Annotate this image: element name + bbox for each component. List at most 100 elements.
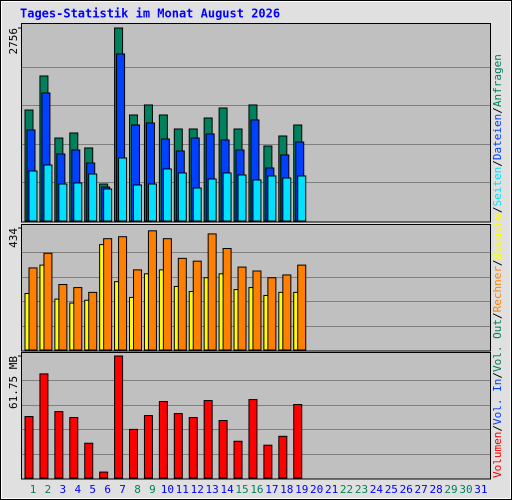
- bar: [263, 444, 273, 479]
- bar: [99, 471, 109, 479]
- x-tick-label: 14: [220, 483, 234, 496]
- bar: [207, 178, 217, 222]
- legend-entry: Rechner: [491, 266, 504, 313]
- bar: [297, 264, 307, 351]
- x-tick-label: 12: [191, 483, 204, 496]
- bar: [118, 236, 128, 351]
- legend-entry: Seiten: [491, 167, 504, 207]
- bar: [43, 252, 53, 351]
- legend-entry: Vol. Out: [491, 319, 504, 372]
- bar: [84, 442, 94, 479]
- bar: [267, 175, 277, 222]
- x-tick-label: 27: [415, 483, 428, 496]
- bar: [192, 260, 202, 351]
- chart-title: Tages-Statistik im Monat August 2026: [20, 7, 280, 21]
- bar: [133, 269, 143, 351]
- x-tick-label: 25: [385, 483, 398, 496]
- bar: [252, 179, 262, 222]
- bar: [73, 182, 83, 222]
- bar: [252, 270, 262, 351]
- x-tick-label: 22: [340, 483, 353, 496]
- x-tick-label: 1: [30, 483, 37, 496]
- x-tick-label: 23: [355, 483, 368, 496]
- legend: Volumen/Vol. In/Vol. Out/Rechner/Besuche…: [491, 54, 504, 478]
- x-tick-label: 26: [400, 483, 413, 496]
- bar: [103, 188, 113, 222]
- x-tick-label: 30: [459, 483, 472, 496]
- bar: [129, 428, 139, 479]
- x-tick-label: 11: [176, 483, 189, 496]
- bar: [147, 183, 157, 222]
- legend-separator: /: [491, 206, 504, 213]
- bar: [118, 157, 128, 222]
- bar: [248, 399, 258, 479]
- x-tick-label: 18: [280, 483, 293, 496]
- bar: [177, 257, 187, 351]
- bar: [114, 355, 124, 479]
- x-tick-label: 17: [265, 483, 278, 496]
- bar: [28, 267, 38, 351]
- legend-entry: Vol. In: [491, 379, 504, 425]
- x-tick-label: 21: [325, 483, 338, 496]
- y-tick-label: 434: [7, 228, 20, 248]
- x-tick-label: 3: [60, 483, 67, 496]
- bar: [267, 277, 277, 351]
- x-tick-label: 4: [74, 483, 81, 496]
- x-tick-label: 7: [119, 483, 126, 496]
- x-tick-label: 2: [45, 483, 52, 496]
- x-tick-label: 6: [104, 483, 111, 496]
- bar: [54, 411, 64, 479]
- bar: [293, 404, 303, 479]
- legend-separator: /: [491, 312, 504, 319]
- bar: [188, 417, 198, 479]
- legend-separator: /: [491, 259, 504, 266]
- x-tick-label: 28: [429, 483, 442, 496]
- x-tick-label: 29: [444, 483, 457, 496]
- legend-separator: /: [491, 372, 504, 379]
- x-tick-label: 15: [235, 483, 248, 496]
- legend-entry: Besuche: [491, 213, 504, 259]
- bar: [58, 183, 68, 222]
- bar: [203, 400, 213, 479]
- bar: [282, 274, 292, 351]
- bar: [207, 233, 217, 351]
- bar: [237, 266, 247, 351]
- x-tick-label: 8: [134, 483, 141, 496]
- bar: [192, 187, 202, 222]
- bar: [43, 164, 53, 222]
- bar: [222, 248, 232, 351]
- bar: [69, 417, 79, 479]
- x-tick-label: 20: [310, 483, 323, 496]
- x-tick-label: 9: [149, 483, 156, 496]
- bar: [39, 373, 49, 479]
- bar: [133, 184, 143, 222]
- bar: [103, 238, 113, 351]
- legend-separator: /: [491, 425, 504, 432]
- x-tick-label: 24: [370, 483, 384, 496]
- y-tick-label: 2756: [7, 28, 20, 55]
- x-tick-label: 5: [89, 483, 96, 496]
- bar: [237, 174, 247, 222]
- bar: [177, 172, 187, 222]
- x-tick-label: 10: [161, 483, 174, 496]
- bar: [297, 175, 307, 222]
- bar: [162, 168, 172, 222]
- legend-entry: Volumen: [491, 432, 504, 478]
- bar: [143, 415, 153, 479]
- bar: [58, 284, 68, 351]
- legend-separator: /: [491, 160, 504, 167]
- bar: [233, 440, 243, 479]
- bar: [278, 435, 288, 479]
- bar: [24, 416, 34, 479]
- bar: [73, 287, 83, 351]
- y-tick-label: 61.75 MB: [7, 356, 20, 409]
- legend-entry: Dateien: [491, 114, 504, 160]
- bar: [173, 413, 183, 479]
- x-tick-label: 16: [250, 483, 263, 496]
- legend-entry: Anfragen: [491, 54, 504, 107]
- bar: [88, 291, 98, 351]
- bar: [222, 172, 232, 222]
- bar: [147, 230, 157, 351]
